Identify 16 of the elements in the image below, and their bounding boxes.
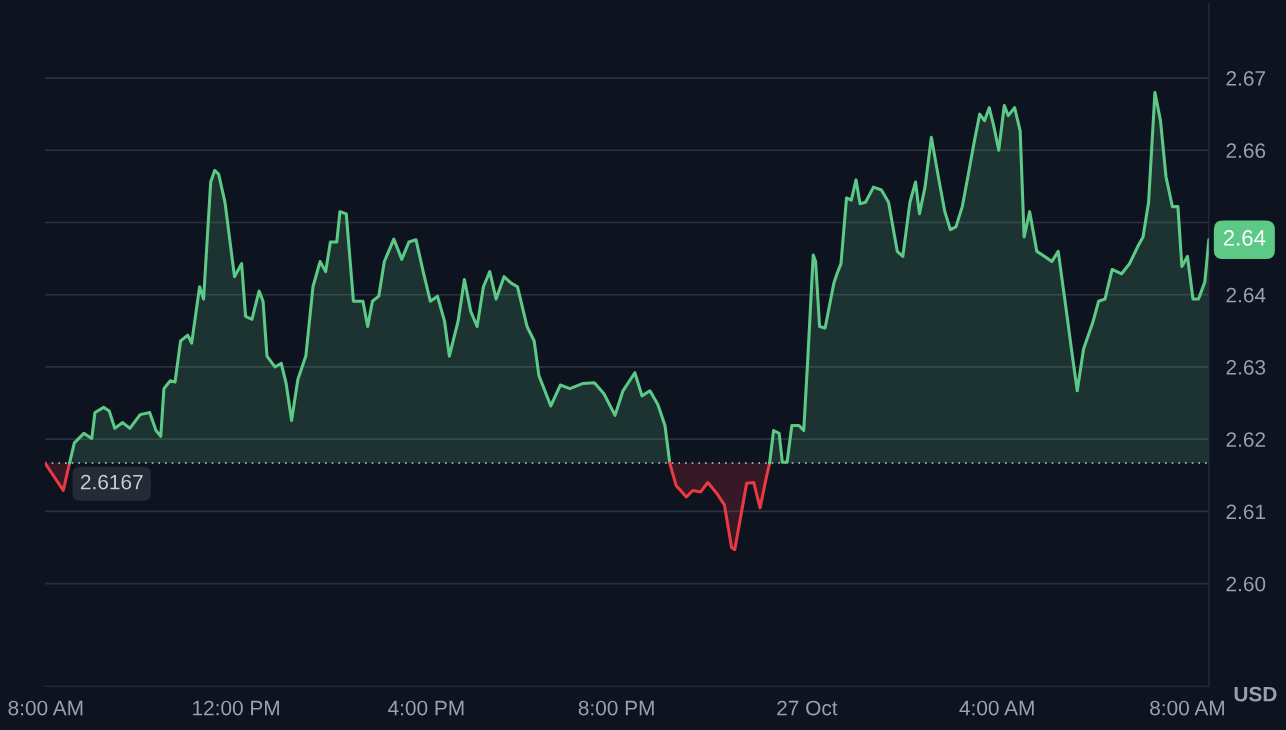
x-tick-label: 4:00 AM: [959, 700, 1034, 716]
x-tick-label: 8:00 AM: [8, 700, 83, 716]
ref-line-label: 2.6167: [80, 474, 143, 490]
y-tick-label: 2.61: [1226, 504, 1266, 520]
x-tick-label: 4:00 PM: [388, 700, 464, 716]
y-tick-label: 2.62: [1226, 432, 1266, 447]
y-tick-label: 2.64: [1226, 287, 1266, 303]
y-tick-label: 2.60: [1226, 576, 1266, 592]
x-tick-label: 12:00 PM: [193, 700, 279, 716]
x-tick-label: 8:00 PM: [578, 700, 654, 716]
y-tick-label: 2.66: [1226, 143, 1266, 159]
x-tick-label: 8:00 AM: [1150, 700, 1224, 716]
x-tick-label: 27 Oct: [777, 700, 838, 716]
y-axis-title: USD: [1234, 686, 1277, 702]
y-tick-label: 2.67: [1226, 71, 1266, 86]
y-tick-label: 2.63: [1226, 359, 1266, 375]
